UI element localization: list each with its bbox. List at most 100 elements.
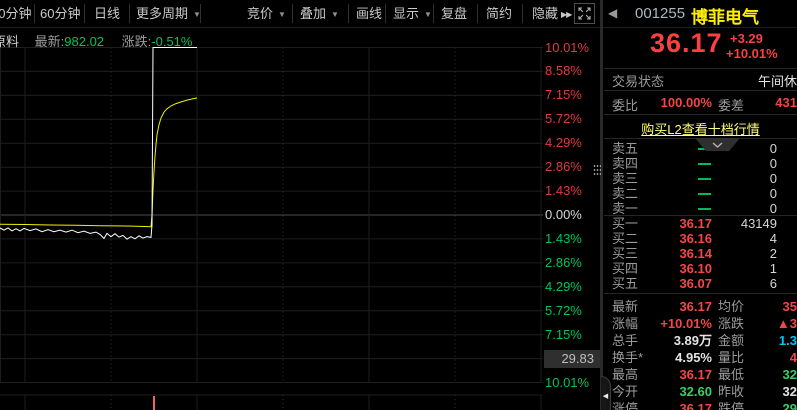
trading-status-label: 交易状态 xyxy=(612,74,665,89)
axis-tick-label: 1.43% xyxy=(545,231,582,246)
divider-drag-handle-icon[interactable] xyxy=(593,164,601,176)
toolbar-separator xyxy=(433,4,434,23)
back-arrow-icon[interactable]: ◀ xyxy=(608,6,618,20)
bid-row-4[interactable]: 买四 36.10 1 xyxy=(604,261,797,276)
toolbar-button-8[interactable]: 显示 ▼ xyxy=(393,6,432,21)
axis-tick-label: 10.01% xyxy=(545,375,590,390)
ask-volume: 0 xyxy=(769,141,777,156)
divider-line xyxy=(604,293,797,294)
toolbar-separator xyxy=(348,4,349,23)
stat-value: 4 xyxy=(789,350,797,365)
quote-panel: ◀ 001255 博菲电气 36.17 +3.29 +10.01% 交易状态 午… xyxy=(604,0,797,410)
stock-code: 001255 xyxy=(635,5,686,22)
axis-tick-label: 7.15% xyxy=(545,87,582,102)
toolbar-separator xyxy=(84,4,85,23)
bid-row-1[interactable]: 买一 36.17 43149 xyxy=(604,216,797,231)
toolbar-button-1[interactable]: 30分钟 xyxy=(0,6,32,21)
ask-row-4[interactable]: 卖四 0 xyxy=(604,156,797,171)
stat-label: 均价 xyxy=(718,299,745,314)
stat-value: ▲3 xyxy=(776,316,797,331)
price-change-percent: +10.01% xyxy=(726,46,778,61)
bid-row-2[interactable]: 买二 36.16 4 xyxy=(604,231,797,246)
ask-volume: 0 xyxy=(769,156,777,171)
empty-price-dash xyxy=(698,193,711,195)
empty-price-dash xyxy=(698,163,711,165)
axis-tick-label: 0.00% xyxy=(545,207,582,222)
ask-volume: 0 xyxy=(769,201,777,216)
crosshair-price-label: 29.83 xyxy=(544,350,600,368)
divider-line xyxy=(604,215,797,216)
stat-label: 最高 xyxy=(612,367,639,382)
stat-row-4: 换手* 4.95% 量比 4 xyxy=(604,349,797,366)
price-change: +3.29 xyxy=(730,31,763,46)
ask-row-1[interactable]: 卖一 0 xyxy=(604,201,797,216)
chart-overlay-info: 原料 最新:982.02 涨跌:-0.51% xyxy=(0,31,193,49)
stat-label: 量比 xyxy=(718,350,745,365)
empty-price-dash xyxy=(698,208,711,210)
stat-label: 跌停 xyxy=(718,401,745,410)
stat-value: 36.17 xyxy=(679,367,712,382)
stat-value: 4.95% xyxy=(675,350,712,365)
ask-label: 卖五 xyxy=(612,141,639,156)
latest-label: 最新: xyxy=(34,34,65,49)
stat-value: 3.89万 xyxy=(673,333,712,348)
stat-label: 总手 xyxy=(612,333,639,348)
bid-row-5[interactable]: 买五 36.07 6 xyxy=(604,276,797,291)
ask-row-3[interactable]: 卖三 0 xyxy=(604,171,797,186)
toolbar-button-11[interactable]: 隐藏 ▶▶ xyxy=(532,6,572,21)
order-book-collapse-button[interactable] xyxy=(695,138,740,151)
weicha-value: 431 xyxy=(775,95,797,110)
dropdown-caret-icon: ▼ xyxy=(424,10,432,19)
axis-tick-label: 4.29% xyxy=(545,135,582,150)
bid-price: 36.16 xyxy=(679,231,712,246)
toolbar-button-10[interactable]: 简约 xyxy=(486,6,513,21)
toolbar-button-7[interactable]: 画线 xyxy=(356,6,383,21)
toolbar-button-5[interactable]: 竞价 ▼ xyxy=(247,6,286,21)
ask-volume: 0 xyxy=(769,171,777,186)
stat-label: 今开 xyxy=(612,384,639,399)
stat-label: 最低 xyxy=(718,367,745,382)
intraday-chart[interactable] xyxy=(0,28,543,410)
toolbar-button-3[interactable]: 日线 xyxy=(94,6,121,21)
change-value: -0.51% xyxy=(151,34,193,49)
axis-tick-label: 7.15% xyxy=(545,327,582,342)
axis-tick-label: 4.29% xyxy=(545,279,582,294)
stat-label: 昨收 xyxy=(718,384,745,399)
fullscreen-expand-icon[interactable] xyxy=(574,3,595,24)
toolbar-separator xyxy=(522,4,523,23)
bid-row-3[interactable]: 买三 36.14 2 xyxy=(604,246,797,261)
stat-label: 涨跌 xyxy=(718,316,745,331)
panel-collapse-button[interactable]: ◀ xyxy=(601,376,611,410)
dropdown-caret-icon: ▼ xyxy=(331,10,339,19)
bid-volume: 1 xyxy=(769,261,777,276)
stat-label: 涨幅 xyxy=(612,316,639,331)
bid-label: 买二 xyxy=(612,231,639,246)
stat-row-3: 总手 3.89万 金额 1.3 xyxy=(604,332,797,349)
bid-label: 买三 xyxy=(612,246,639,261)
buy-l2-link[interactable]: 购买L2查看十档行情 xyxy=(641,122,760,137)
stat-value: 29 xyxy=(782,401,797,410)
toolbar-button-2[interactable]: 60分钟 xyxy=(40,6,81,21)
toolbar-button-4[interactable]: 更多周期 ▼ xyxy=(136,6,201,21)
stock-name[interactable]: 博菲电气 xyxy=(691,8,759,27)
toolbar-separator xyxy=(200,4,201,23)
toolbar-separator xyxy=(292,4,293,23)
bid-volume: 43149 xyxy=(740,216,777,231)
stat-label: 涨停 xyxy=(612,401,639,410)
ask-volume: 0 xyxy=(769,186,777,201)
stat-value: 36.17 xyxy=(679,401,712,410)
bid-price: 36.07 xyxy=(679,276,712,291)
empty-price-dash xyxy=(698,178,711,180)
toolbar-button-6[interactable]: 叠加 ▼ xyxy=(300,6,339,21)
latest-value: 982.02 xyxy=(64,34,105,49)
bid-label: 买四 xyxy=(612,261,639,276)
ask-row-2[interactable]: 卖二 0 xyxy=(604,186,797,201)
toolbar-button-9[interactable]: 复盘 xyxy=(441,6,468,21)
stat-row-6: 今开 32.60 昨收 32 xyxy=(604,383,797,400)
divider-line xyxy=(604,90,797,91)
bid-price: 36.14 xyxy=(679,246,712,261)
panel-divider[interactable] xyxy=(600,0,603,410)
change-label: 涨跌: xyxy=(121,34,152,49)
